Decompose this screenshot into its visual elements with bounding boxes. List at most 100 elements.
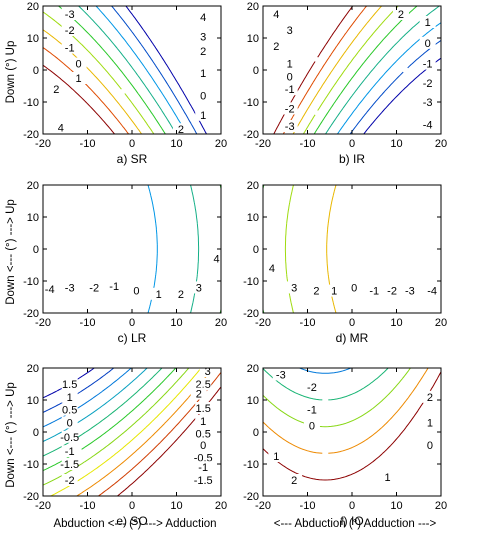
contour-line-1 (263, 368, 429, 454)
x-tick-label: 0 (129, 500, 135, 512)
x-tick-label: 20 (215, 500, 227, 512)
y-tick-label: -10 (23, 459, 39, 471)
contour-label: 4 (269, 263, 275, 275)
x-tick-label: -20 (35, 317, 51, 329)
contour-label: -1 (369, 286, 379, 298)
contour-label: 1.5 (196, 403, 211, 415)
contour-label: 1 (287, 59, 293, 71)
panel-so: 1.510.50-0.5-1-1.5-232.521.510.50-0.5-1-… (23, 363, 227, 528)
contour-label: -1 (423, 59, 433, 71)
x-tick-label: 0 (129, 138, 135, 150)
contour-line--3 (349, 39, 441, 134)
contour-label: 0 (200, 440, 206, 452)
contour-label-bg (195, 414, 212, 427)
contour-label: -2 (89, 282, 99, 294)
y-tick-label: 0 (33, 65, 39, 77)
contour-label-bg (61, 445, 78, 458)
contour-label: -1 (65, 446, 75, 458)
x-tick-label: -20 (255, 317, 271, 329)
panel-caption: b) IR (339, 152, 365, 166)
contour-label-bg (195, 108, 212, 121)
x-axis-label-so: Abduction <--- (°) ---> Adduction (53, 518, 216, 530)
y-tick-label: 20 (247, 1, 259, 13)
contour-label-bg (419, 36, 436, 49)
x-tick-label: 10 (390, 500, 402, 512)
contour-label: 0.5 (62, 405, 77, 417)
y-tick-label: 10 (27, 212, 39, 224)
contour-label-bg (61, 430, 78, 443)
y-tick-label: 0 (33, 244, 39, 256)
contour-label: 2 (196, 389, 202, 401)
contour-label-bg (272, 368, 289, 381)
contour-label-bg (303, 403, 320, 416)
contour-label: -2 (423, 78, 433, 90)
contour-label: -2 (387, 286, 397, 298)
contour-label: 4 (58, 123, 64, 135)
x-tick-label: 20 (435, 500, 447, 512)
contour-label-bg (61, 416, 78, 429)
contour-label-bg (281, 70, 298, 83)
contour-label-bg (303, 419, 320, 432)
contour-label: 3 (291, 282, 297, 294)
contour-label: 0 (200, 91, 206, 103)
contour-label-bg (70, 72, 87, 84)
panel-caption: d) MR (336, 331, 369, 345)
contour-label: 1 (385, 472, 391, 484)
contour-label: -0.5 (60, 432, 79, 444)
contour-label-bg (268, 8, 285, 20)
y-tick-label: 20 (247, 180, 259, 192)
contour-label-bg (419, 76, 436, 89)
contour-label-bg (263, 262, 280, 275)
x-tick-label: 10 (390, 138, 402, 150)
y-axis-label-bottom: Down <--- (°) ---> Up (5, 382, 17, 488)
y-axis-label-top: Down (°) Up (5, 41, 17, 104)
contour-line-1 (302, 6, 399, 134)
contour-label-bg (195, 89, 212, 102)
x-tick-label: -10 (300, 500, 316, 512)
x-tick-label: 0 (349, 138, 355, 150)
x-tick-label: -10 (300, 317, 316, 329)
contour-label: 2 (273, 41, 279, 53)
contour-label: -4 (45, 284, 55, 296)
contour-label-bg (281, 57, 298, 70)
contour-label: 2 (291, 475, 297, 487)
y-tick-label: -10 (23, 276, 39, 288)
contour-label: 4 (200, 12, 206, 24)
contour-label: 1 (200, 68, 206, 80)
contour-label: 3 (205, 366, 211, 378)
contour-line-2 (43, 29, 143, 134)
contour-label-bg (268, 450, 285, 462)
x-tick-label: 20 (215, 317, 227, 329)
contour-label: 1 (200, 416, 206, 428)
contour-label-bg (419, 96, 436, 108)
y-tick-label: -20 (23, 129, 39, 141)
x-tick-label: 10 (170, 500, 182, 512)
contour-label: 2 (427, 392, 433, 404)
contour-label: -1 (65, 43, 75, 55)
contour-label-bg (41, 283, 58, 295)
contour-label: 1 (67, 392, 73, 404)
contour-label: -2 (65, 475, 75, 487)
contour-label-bg (281, 102, 298, 115)
panel-caption: e) SO (116, 514, 147, 528)
contour-label: 2 (313, 286, 319, 298)
contour-label-bg (195, 427, 212, 440)
contour-label: 3 (196, 282, 202, 294)
contour-label: -2 (285, 103, 295, 115)
panel-caption: f) IO (340, 514, 363, 528)
contour-label: -1 (307, 405, 317, 417)
contour-label: 2 (53, 84, 59, 96)
y-tick-label: -10 (243, 459, 259, 471)
y-tick-label: 0 (253, 427, 259, 439)
contour-label-bg (48, 83, 65, 96)
contour-label-bg (195, 30, 212, 43)
contour-label-bg (61, 281, 78, 294)
contour-label-bg (61, 403, 78, 416)
contour-label-bg (424, 284, 441, 297)
contour-label: 0 (76, 59, 82, 71)
contour-label-bg (421, 390, 438, 403)
contour-label: 4 (273, 9, 279, 21)
contour-label: 1.5 (62, 379, 77, 391)
